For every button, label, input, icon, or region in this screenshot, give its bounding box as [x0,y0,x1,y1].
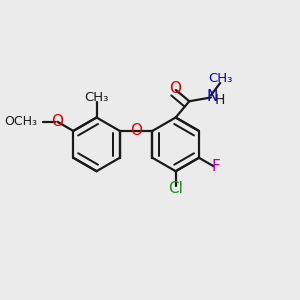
Text: F: F [212,159,220,174]
Text: N: N [207,89,218,104]
Text: Cl: Cl [168,181,183,196]
Text: O: O [169,81,181,96]
Text: H: H [215,93,225,107]
Text: CH₃: CH₃ [208,72,232,85]
Text: CH₃: CH₃ [84,91,109,103]
Text: OCH₃: OCH₃ [4,115,38,128]
Text: O: O [51,114,63,129]
Text: O: O [130,123,142,138]
